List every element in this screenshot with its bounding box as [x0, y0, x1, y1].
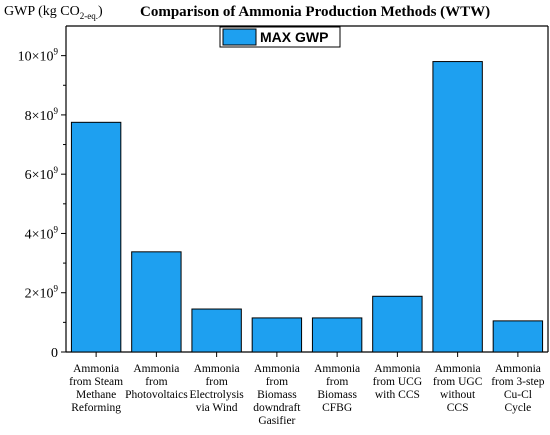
y-tick-label: 6×109	[25, 165, 59, 183]
legend-label: MAX GWP	[260, 29, 328, 45]
x-category-label: Ammonia from UGC without CCS	[433, 363, 483, 414]
legend-swatch	[222, 28, 257, 46]
bar	[432, 61, 483, 353]
chart-title: Comparison of Ammonia Production Methods…	[140, 4, 491, 20]
x-category-label: Ammonia from Biomass CFBG	[314, 363, 360, 414]
y-tick-label: 0	[51, 346, 58, 361]
bar	[191, 308, 242, 353]
legend: MAX GWP	[219, 26, 341, 48]
x-category-label: Ammonia from 3-step Cu-Cl Cycle	[491, 363, 545, 414]
x-category-label: Ammonia from Steam Methane Reforming	[69, 363, 123, 414]
x-category-label: Ammonia from Electrolysis via Wind	[189, 363, 244, 414]
y-tick-label: 2×109	[25, 284, 59, 302]
x-category-label: Ammonia from UCG with CCS	[373, 363, 423, 401]
bar	[492, 320, 544, 353]
y-tick-label: 8×109	[25, 106, 59, 124]
x-category-label: Ammonia from Biomass downdraft Gasifier	[253, 363, 301, 427]
bar	[251, 317, 303, 353]
bar	[311, 317, 363, 353]
y-tick-label: 4×109	[25, 224, 59, 242]
y-tick-label: 10×109	[18, 47, 59, 65]
bar	[131, 251, 182, 353]
bar	[372, 295, 423, 353]
bar	[70, 121, 122, 353]
y-axis-label: GWP (kg CO2-eq.)	[4, 4, 103, 21]
x-category-label: Ammonia from Photovoltaics	[125, 363, 188, 401]
